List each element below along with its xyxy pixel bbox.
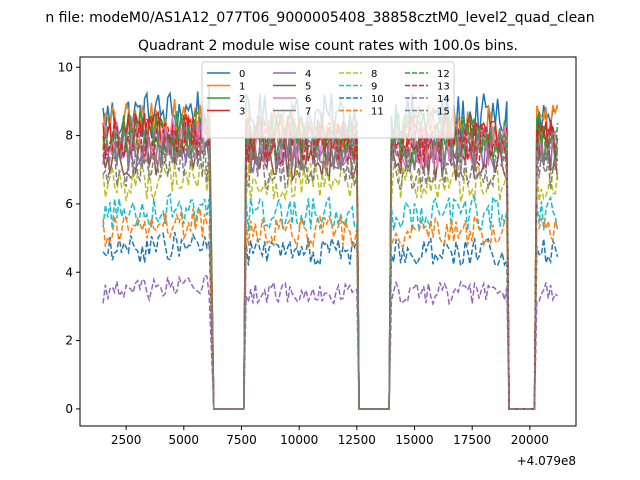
x-tick-label: 17500 [453, 433, 491, 447]
series-line-12 [102, 106, 559, 410]
legend-label: 2 [239, 94, 245, 105]
x-tick-label: 10000 [280, 433, 318, 447]
legend-label: 9 [371, 82, 377, 93]
x-axis: 2500 5000 7500 10000 12500 15000 17500 20000 [111, 426, 549, 447]
legend-label: 10 [371, 94, 384, 105]
legend-label: 11 [371, 107, 384, 118]
legend-label: 15 [437, 107, 450, 118]
legend-label: 8 [371, 69, 377, 80]
series-line-9 [102, 192, 559, 410]
series-line-10 [102, 231, 559, 410]
legend-label: 0 [239, 69, 245, 80]
x-offset-label: +4.079e8 [517, 454, 576, 468]
series-line-11 [102, 208, 559, 410]
legend-label: 4 [305, 69, 311, 80]
y-tick-label: 6 [65, 197, 73, 211]
x-tick-label: 15000 [395, 433, 433, 447]
legend-box [201, 61, 455, 139]
x-tick-label: 12500 [338, 433, 376, 447]
y-tick-label: 0 [65, 402, 73, 416]
y-tick-label: 4 [65, 265, 73, 279]
chart-title: Quadrant 2 module wise count rates with … [138, 38, 518, 54]
x-tick-label: 7500 [226, 433, 257, 447]
legend-label: 14 [437, 94, 450, 105]
series-line-8 [102, 159, 559, 410]
y-tick-label: 10 [58, 60, 73, 74]
figure-suptitle: n file: modeM0/AS1A12_077T06_9000005408_… [45, 10, 594, 26]
y-axis: 0 2 4 6 8 10 [58, 60, 80, 416]
legend-label: 13 [437, 82, 450, 93]
legend-label: 6 [305, 94, 311, 105]
series-line-5 [102, 129, 559, 410]
x-tick-label: 5000 [169, 433, 200, 447]
series-line-14 [102, 274, 558, 410]
x-tick-label: 20000 [511, 433, 549, 447]
legend-label: 5 [305, 82, 311, 93]
series-line-15 [102, 142, 558, 410]
plot-frame [79, 56, 577, 427]
series-line-13 [102, 114, 559, 410]
y-tick-label: 2 [65, 334, 73, 348]
x-tick-label: 2500 [111, 433, 142, 447]
legend-label: 3 [239, 107, 245, 118]
y-tick-label: 8 [65, 129, 73, 143]
legend-label: 12 [437, 69, 450, 80]
series-lines [102, 85, 559, 410]
legend-label: 7 [305, 107, 311, 118]
legend-label: 1 [239, 82, 245, 93]
